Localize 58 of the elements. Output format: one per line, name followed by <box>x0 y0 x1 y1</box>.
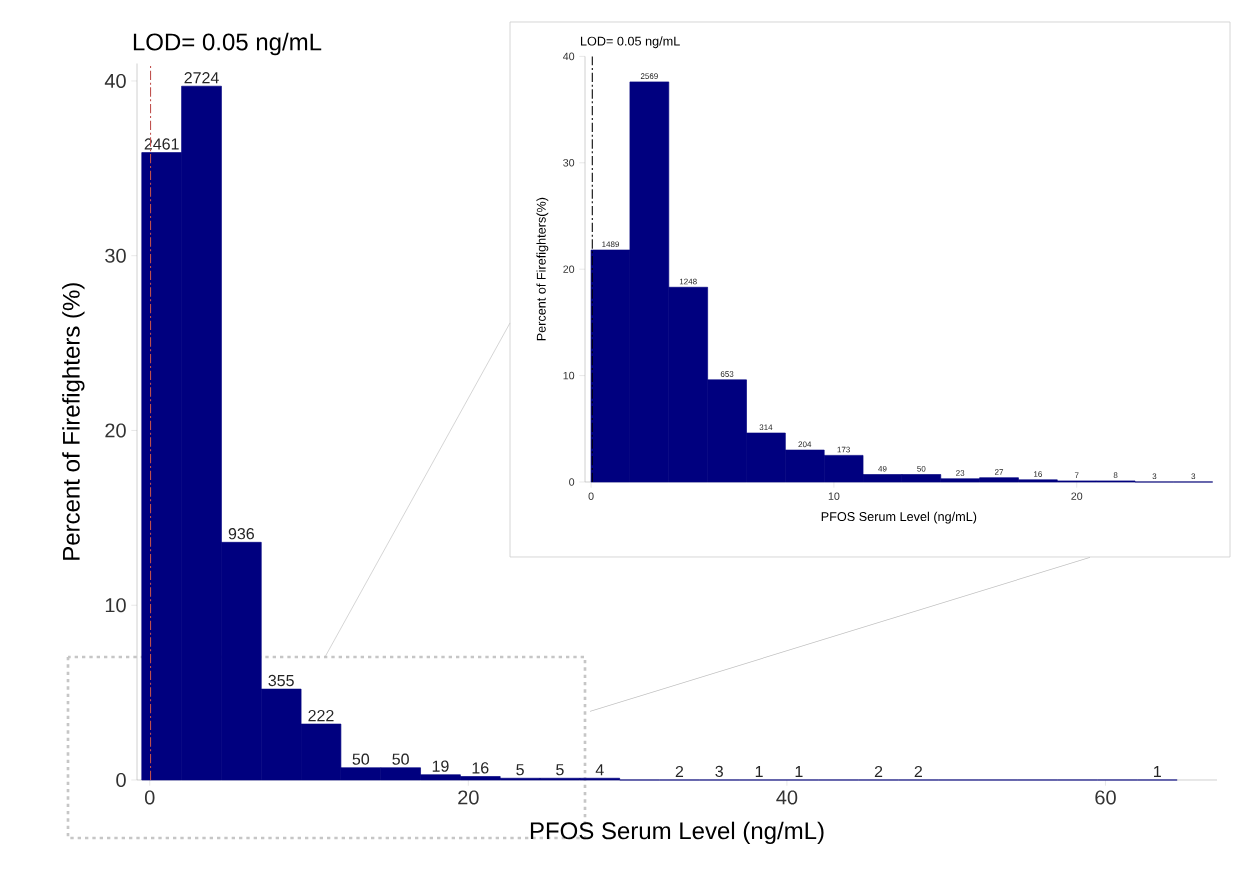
y-tick-label: 0 <box>116 772 126 788</box>
annotation: 355 <box>268 674 294 687</box>
annotation: 2 <box>675 765 684 778</box>
y-tick-label: 0 <box>569 478 575 486</box>
annotation: 50 <box>917 465 926 472</box>
x-axis-title: PFOS Serum Level (ng/mL) <box>530 821 824 845</box>
x-tick-label: 60 <box>1095 790 1116 805</box>
annotation: 1 <box>795 766 803 778</box>
x-axis-title: PFOS Serum Level (ng/mL) <box>821 511 977 524</box>
y-tick-label: 10 <box>105 598 126 613</box>
ref-line-label: LOD= 0.05 ng/mL <box>580 36 680 49</box>
annotation: 3 <box>1191 473 1196 480</box>
annotation: 173 <box>837 446 850 453</box>
x-tick-label: 20 <box>1071 492 1083 500</box>
y-tick-label: 10 <box>563 371 575 380</box>
annotation: 936 <box>228 528 254 540</box>
annotation: 1248 <box>679 278 697 285</box>
x-tick-label: 40 <box>776 790 798 805</box>
annotation: 653 <box>720 371 734 377</box>
annotation: 4 <box>595 764 604 776</box>
annotation: 314 <box>759 424 773 431</box>
annotation: 19 <box>432 760 449 772</box>
annotation: 50 <box>352 753 370 765</box>
annotation: 23 <box>956 470 965 476</box>
annotation: 2724 <box>184 72 219 84</box>
y-axis-title: Percent of Firefighters(%) <box>536 197 549 341</box>
x-tick-label: 0 <box>588 492 594 500</box>
annotation: 2569 <box>640 73 658 79</box>
y-tick-label: 40 <box>562 52 575 61</box>
annotation: 2461 <box>144 138 179 150</box>
annotation: 204 <box>798 441 812 448</box>
y-tick-label: 20 <box>105 423 126 438</box>
annotation: 5 <box>556 764 564 776</box>
annotation: 49 <box>878 465 887 472</box>
ref-line-label: LOD= 0.05 ng/mL <box>133 32 322 56</box>
annotation: 8 <box>1113 472 1118 478</box>
x-tick-label: 0 <box>144 790 155 805</box>
y-tick-label: 30 <box>105 248 126 263</box>
annotation: 1489 <box>602 241 620 248</box>
annotation: 5 <box>516 764 524 776</box>
annotation: 3 <box>715 765 723 778</box>
annotation: 7 <box>1074 472 1079 478</box>
y-tick-label: 30 <box>563 159 575 167</box>
annotation: 2 <box>914 765 922 778</box>
y-tick-label: 40 <box>104 73 126 89</box>
annotation: 16 <box>1034 471 1042 477</box>
annotation: 1 <box>1154 766 1161 778</box>
annotation: 50 <box>392 753 409 765</box>
annotation: 3 <box>1152 473 1157 480</box>
annotation: 16 <box>472 762 489 774</box>
annotation: 222 <box>308 709 334 722</box>
y-axis-title: Percent of Firefighters (%) <box>62 283 85 560</box>
x-tick-label: 20 <box>458 790 479 805</box>
annotation: 1 <box>755 766 763 778</box>
annotation: 2 <box>874 765 883 778</box>
annotation: 27 <box>994 469 1004 475</box>
y-tick-label: 20 <box>563 265 575 273</box>
x-tick-label: 10 <box>828 492 840 500</box>
